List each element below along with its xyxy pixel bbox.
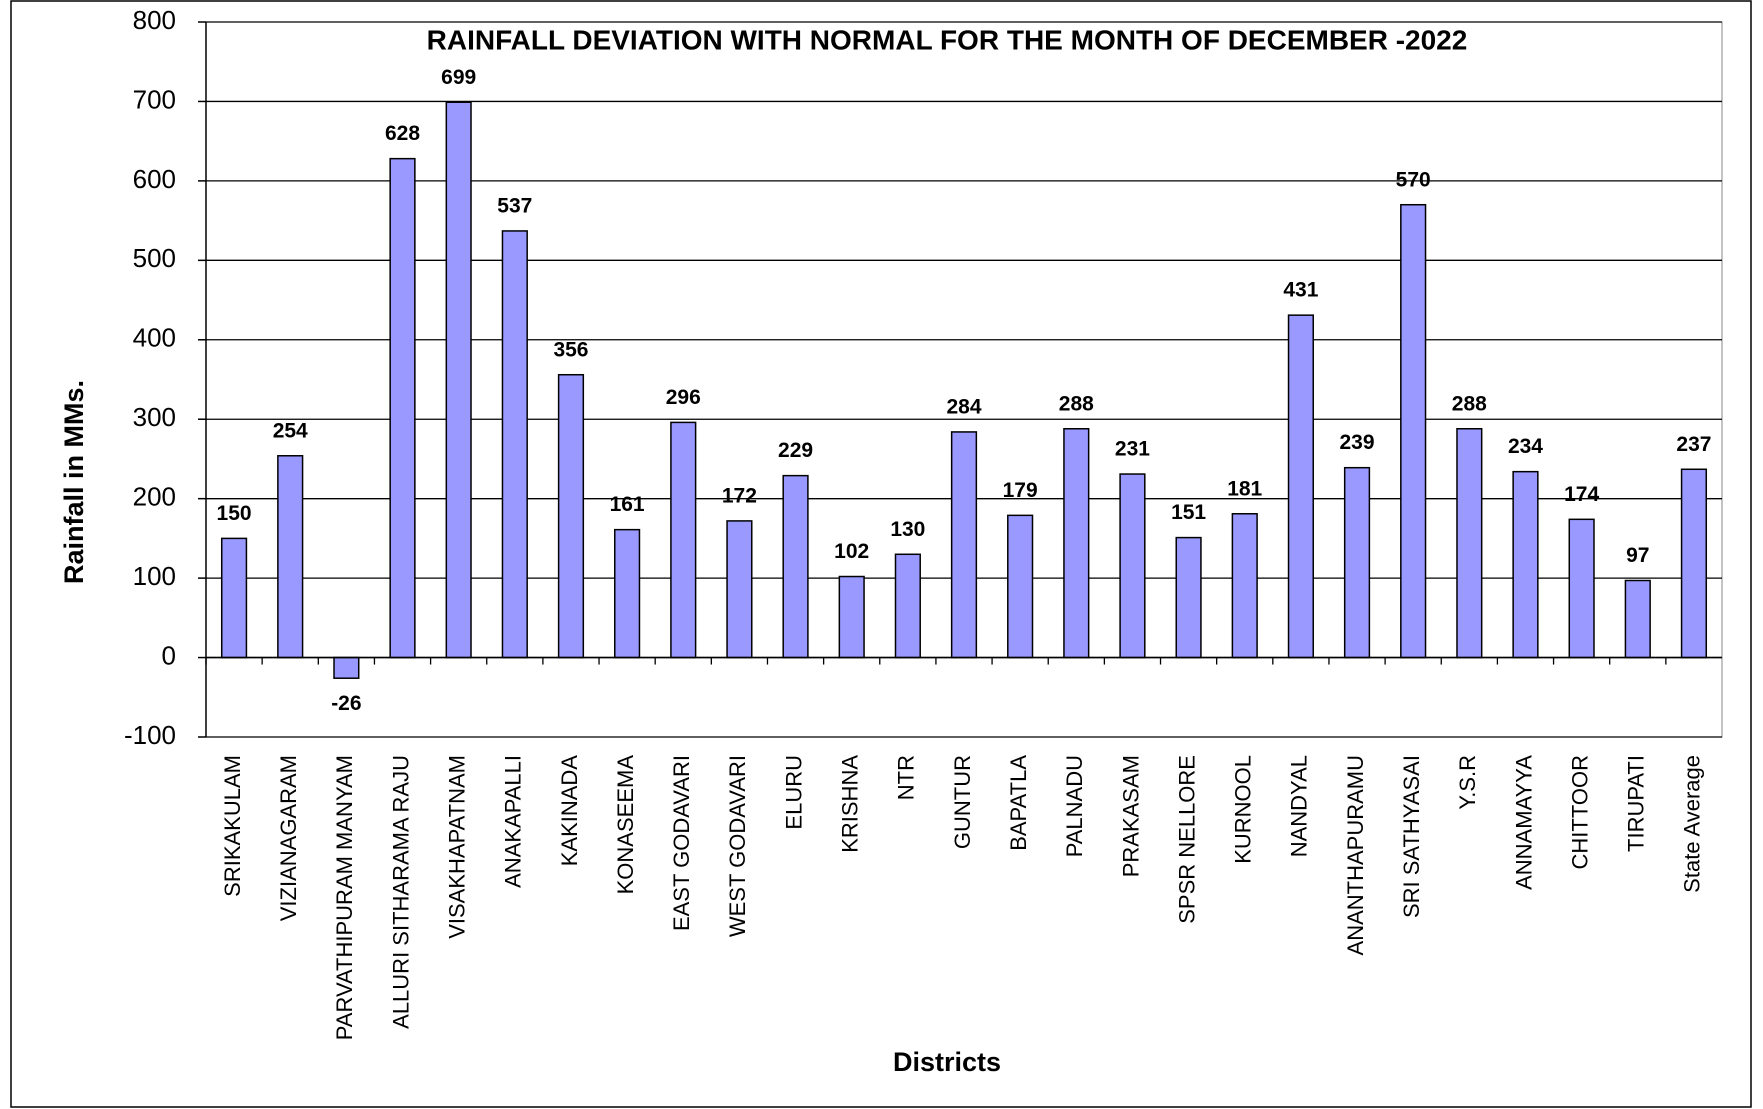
value-label: 174 <box>1564 483 1599 506</box>
y-tick-label: 100 <box>133 561 176 591</box>
bar <box>220 537 248 659</box>
value-label: 239 <box>1340 431 1375 454</box>
x-tick-label: TIRUPATI <box>1624 755 1649 852</box>
y-axis-label: Rainfall in MMs. <box>59 380 89 584</box>
y-tick-label: 800 <box>133 5 176 35</box>
x-tick-label: SRIKAKULAM <box>220 755 245 897</box>
value-label: 181 <box>1227 477 1262 500</box>
x-tick-label: ANNAMAYYA <box>1511 755 1536 890</box>
value-label: 229 <box>778 439 813 462</box>
value-label: 97 <box>1626 544 1649 567</box>
bar <box>782 474 809 659</box>
y-tick-label: 600 <box>133 164 176 194</box>
x-tick-label: PARVATHIPURAM MANYAM <box>332 755 357 1040</box>
value-label: 231 <box>1115 438 1150 461</box>
value-label: 102 <box>834 540 869 563</box>
x-tick-label: ALLURI SITHARAMA RAJU <box>388 755 413 1029</box>
x-tick-label: ANAKAPALLI <box>501 755 526 888</box>
value-label: 431 <box>1283 279 1318 302</box>
value-label: 570 <box>1396 168 1431 191</box>
bar <box>389 157 416 659</box>
value-label: 254 <box>273 419 308 442</box>
x-tick-label: NANDYAL <box>1287 755 1312 857</box>
bar <box>726 520 753 659</box>
y-tick-label: 0 <box>162 640 176 670</box>
value-label: 151 <box>1171 501 1206 524</box>
bar <box>1231 513 1258 659</box>
y-tick-label: 300 <box>133 402 176 432</box>
x-tick-label: ELURU <box>781 755 806 830</box>
value-label: 296 <box>666 386 701 409</box>
value-label: 699 <box>441 66 476 89</box>
bar <box>1343 466 1371 659</box>
bar <box>1063 428 1090 659</box>
bar <box>1400 203 1427 659</box>
x-tick-label: WEST GODAVARI <box>725 755 750 937</box>
bar <box>333 656 360 679</box>
x-tick-label: SPSR NELLORE <box>1174 755 1199 924</box>
x-tick-label: NTR <box>894 755 919 800</box>
value-label: 234 <box>1508 435 1543 458</box>
bar <box>445 101 472 659</box>
value-label: 356 <box>553 338 588 361</box>
bar <box>1680 468 1708 659</box>
bar <box>501 230 528 659</box>
x-tick-label: KAKINADA <box>557 755 582 867</box>
x-tick-label: ANANTHAPURAMU <box>1343 755 1368 955</box>
value-label: 628 <box>385 122 420 145</box>
value-label: 288 <box>1452 392 1487 415</box>
bar <box>894 553 921 659</box>
bar <box>838 575 865 659</box>
x-tick-label: Y.S.R <box>1455 755 1480 810</box>
y-tick-label: 200 <box>133 482 176 512</box>
bar <box>557 373 585 659</box>
bar <box>614 528 641 659</box>
bar <box>1007 514 1034 659</box>
value-label: 288 <box>1059 392 1094 415</box>
x-tick-label: EAST GODAVARI <box>669 755 694 931</box>
x-tick-label: PRAKASAM <box>1118 755 1143 877</box>
value-label: 179 <box>1003 479 1038 502</box>
y-tick-label: 500 <box>133 243 176 273</box>
value-label: 161 <box>610 493 645 516</box>
x-tick-label: CHITTOOR <box>1567 755 1592 869</box>
x-tick-label: VISAKHAPATNAM <box>444 755 469 939</box>
x-axis-label: Districts <box>893 1047 1001 1077</box>
y-tick-label: -100 <box>124 720 176 750</box>
bar <box>1624 579 1651 659</box>
bar <box>670 421 697 659</box>
bar <box>1456 428 1483 659</box>
bar <box>1119 473 1146 659</box>
value-label: 284 <box>946 395 981 418</box>
chart-title: RAINFALL DEVIATION WITH NORMAL FOR THE M… <box>427 24 1468 55</box>
x-tick-label: KURNOOL <box>1231 755 1256 864</box>
x-tick-label: State Average <box>1680 755 1705 893</box>
x-tick-label: SRI SATHYASAI <box>1399 755 1424 918</box>
value-label: 130 <box>890 518 925 541</box>
value-label: -26 <box>331 692 361 715</box>
x-tick-label: KRISHNA <box>838 755 863 853</box>
y-tick-label: 700 <box>133 84 176 114</box>
value-label: 172 <box>722 484 757 507</box>
value-label: 150 <box>217 502 252 525</box>
bar <box>1568 518 1595 659</box>
y-tick-label: 400 <box>133 323 176 353</box>
bar <box>1175 536 1202 659</box>
bar <box>1287 314 1314 659</box>
bar <box>1512 470 1539 659</box>
bar <box>277 455 304 659</box>
value-label: 537 <box>497 194 532 217</box>
x-tick-label: BAPATLA <box>1006 755 1031 851</box>
x-tick-label: GUNTUR <box>950 755 975 849</box>
value-label: 237 <box>1676 433 1711 456</box>
x-tick-label: VIZIANAGARAM <box>276 755 301 921</box>
bar <box>950 431 978 659</box>
x-tick-label: PALNADU <box>1062 755 1087 857</box>
x-tick-label: KONASEEMA <box>613 755 638 895</box>
